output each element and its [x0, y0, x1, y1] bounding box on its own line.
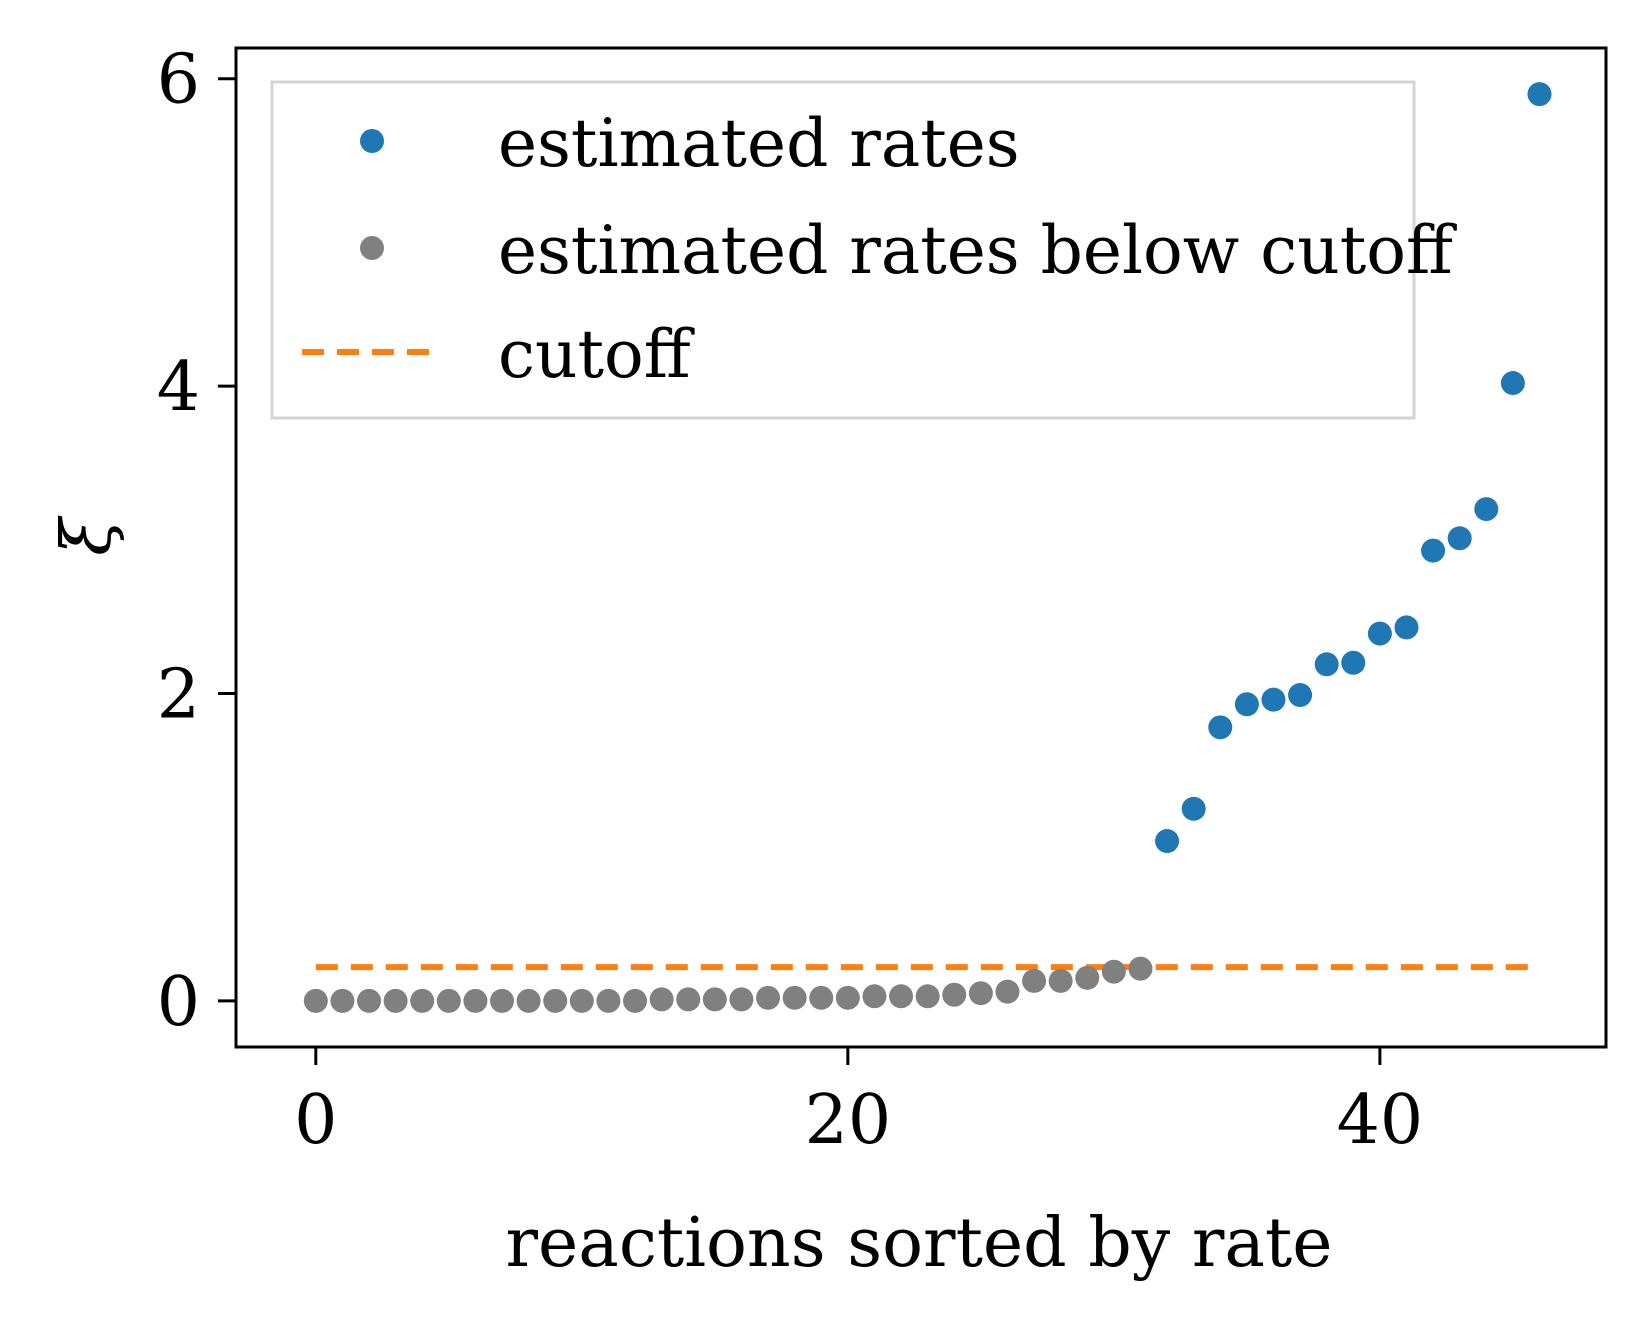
below-cutoff-point — [1075, 965, 1100, 990]
below-cutoff-point — [649, 987, 674, 1012]
y-tick-label: 0 — [157, 963, 200, 1042]
estimated-rate-point — [1474, 497, 1499, 522]
estimated-rate-point — [1181, 796, 1206, 821]
below-cutoff-point — [516, 988, 541, 1013]
below-cutoff-point — [676, 987, 701, 1012]
below-cutoff-point — [968, 981, 993, 1006]
below-cutoff-point — [596, 988, 621, 1013]
below-cutoff-point — [1022, 968, 1047, 993]
estimated-rate-point — [1288, 683, 1313, 708]
estimated-rate-point — [1394, 615, 1419, 640]
below-cutoff-point — [889, 984, 914, 1009]
below-cutoff-point — [702, 987, 727, 1012]
below-cutoff-point — [623, 988, 648, 1013]
legend: estimated rates estimated rates below cu… — [270, 80, 1457, 420]
below-cutoff-point — [835, 985, 860, 1010]
below-cutoff-point — [410, 988, 435, 1013]
below-cutoff-point — [543, 988, 568, 1013]
below-cutoff-point — [490, 988, 515, 1013]
y-tick-label: 2 — [157, 656, 200, 735]
below-cutoff-point — [330, 988, 355, 1013]
legend-marker-estimated-rates — [360, 129, 384, 153]
below-cutoff-point — [782, 985, 807, 1010]
estimated-rate-point — [1367, 621, 1392, 646]
estimated-rate-point — [1341, 650, 1366, 675]
estimated-rate-point — [1208, 715, 1233, 740]
series-layer — [303, 82, 1552, 1013]
legend-label-below-cutoff: estimated rates below cutoff — [498, 212, 1457, 289]
estimated-rate-point — [1421, 538, 1446, 563]
legend-marker-below-cutoff — [360, 236, 384, 260]
estimated-rate-point — [1527, 82, 1552, 107]
below-cutoff-point — [995, 979, 1020, 1004]
below-cutoff-point — [436, 988, 461, 1013]
below-cutoff-point — [383, 988, 408, 1013]
plot-area-frame — [234, 46, 1608, 1049]
y-tick-label: 4 — [157, 348, 200, 427]
legend-label-estimated-rates: estimated rates — [498, 105, 1020, 182]
below-cutoff-point — [809, 985, 834, 1010]
estimated-rate-point — [1155, 829, 1180, 854]
x-axis-label: reactions sorted by rate — [506, 1204, 1333, 1283]
estimated-rate-point — [1234, 692, 1259, 717]
estimated-rate-point — [1447, 526, 1472, 551]
estimated-rate-point — [1500, 371, 1525, 396]
estimated-rate-point — [1261, 687, 1286, 712]
below-cutoff-point — [303, 988, 328, 1013]
estimated-rate-point — [1314, 652, 1339, 677]
below-cutoff-point — [942, 982, 967, 1007]
below-cutoff-point — [569, 988, 594, 1013]
y-axis-label: ξ — [48, 515, 127, 556]
legend-box — [270, 80, 1416, 420]
below-cutoff-point — [862, 984, 887, 1009]
x-tick-label: 20 — [805, 1081, 892, 1160]
below-cutoff-point — [915, 984, 940, 1009]
x-tick-label: 40 — [1337, 1081, 1424, 1160]
below-cutoff-point — [357, 988, 382, 1013]
below-cutoff-point — [463, 988, 488, 1013]
below-cutoff-point — [756, 985, 781, 1010]
y-tick-label: 6 — [157, 41, 200, 120]
x-tick-label: 0 — [294, 1081, 337, 1160]
x-axis: 0 20 40 — [294, 1047, 1423, 1160]
below-cutoff-point — [1101, 959, 1126, 984]
below-cutoff-point — [729, 987, 754, 1012]
y-axis: 0 2 4 6 — [157, 41, 236, 1042]
below-cutoff-point — [1048, 968, 1073, 993]
legend-label-cutoff: cutoff — [498, 316, 695, 393]
below-cutoff-point — [1128, 956, 1153, 981]
